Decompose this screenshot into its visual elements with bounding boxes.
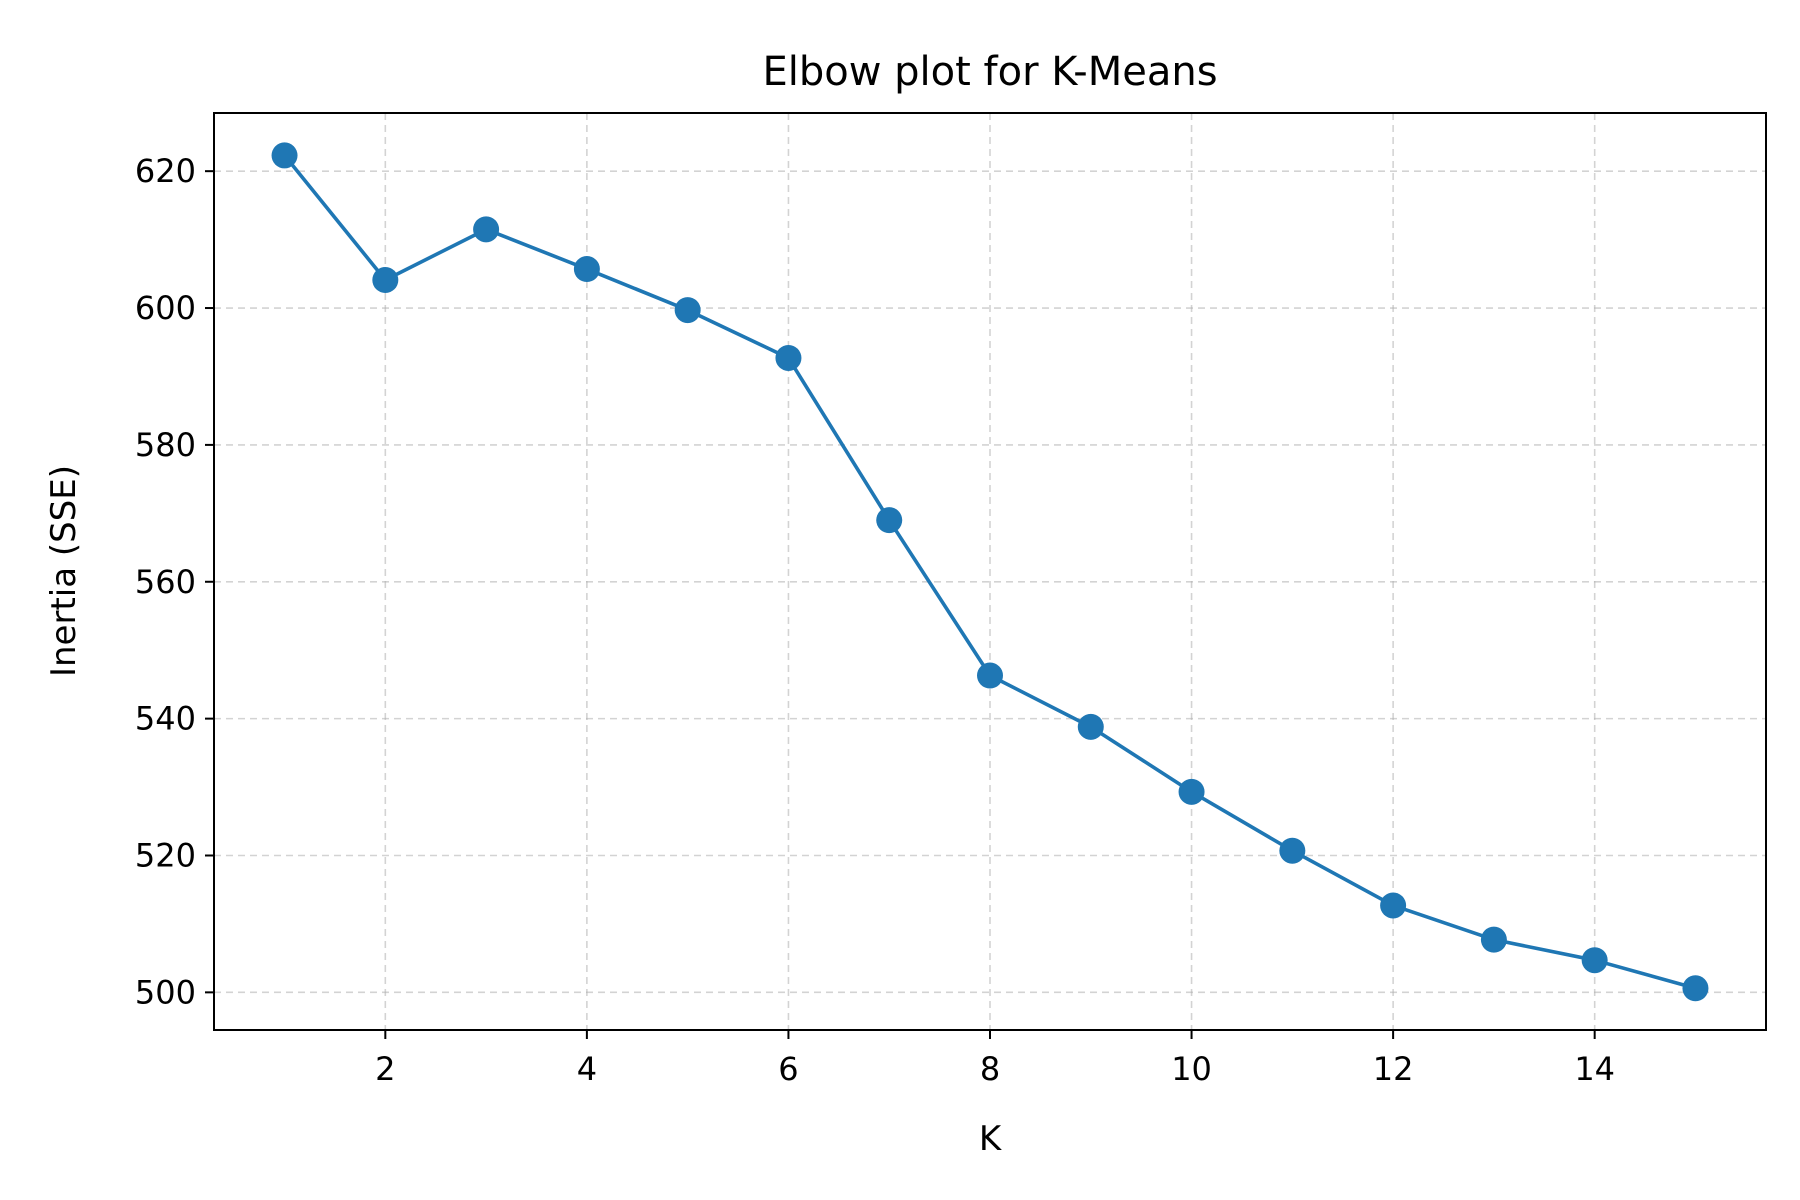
series-layer [271,142,1709,1002]
y-tick-label: 500 [135,973,196,1011]
x-axis-label: K [979,1119,1003,1159]
x-tick-label: 12 [1373,1050,1414,1088]
y-tick-label: 600 [135,289,196,327]
x-tick-label: 8 [980,1050,1000,1088]
x-axis: 2 4 6 8 10 12 14 [375,1030,1615,1088]
data-point [1682,975,1709,1002]
data-point [977,662,1003,689]
data-point [473,216,500,243]
y-axis-label: Inertia (SSE) [44,465,84,677]
data-point [573,256,600,283]
y-tick-label: 580 [135,426,196,464]
data-point [372,266,399,293]
x-tick-label: 6 [778,1050,798,1088]
data-point [876,507,903,534]
x-tick-label: 10 [1171,1050,1212,1088]
data-point [674,297,701,324]
chart-title: Elbow plot for K-Means [762,49,1217,95]
y-tick-label: 620 [135,152,196,190]
x-tick-label: 4 [577,1050,597,1088]
y-tick-label: 560 [135,563,196,601]
x-tick-label: 2 [375,1050,395,1088]
data-point [1077,713,1104,740]
grid [214,113,1766,1030]
y-tick-label: 520 [135,836,196,874]
data-point [1380,892,1407,919]
x-tick-label: 14 [1574,1050,1615,1088]
data-point [775,344,802,371]
data-point [1178,778,1205,805]
y-axis: 500 520 540 560 580 600 620 [135,152,214,1011]
data-point [1581,947,1608,974]
data-point [1279,837,1306,864]
y-tick-label: 540 [135,700,196,738]
data-point [1480,926,1507,953]
data-point [271,142,298,169]
